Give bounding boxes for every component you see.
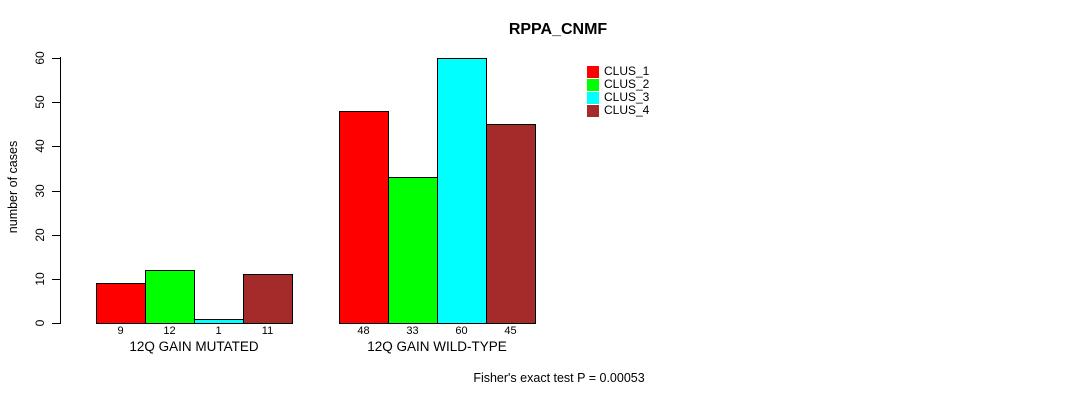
legend-item-clus_2: CLUS_2 <box>587 78 649 91</box>
legend-swatch-icon <box>587 104 599 117</box>
fisher-test-annotation: Fisher's exact test P = 0.00053 <box>473 371 645 385</box>
y-tick-mark <box>52 279 60 280</box>
bar-value-label: 33 <box>406 325 419 337</box>
bar-clus_1-group1 <box>96 283 146 324</box>
legend-label: CLUS_3 <box>604 90 650 104</box>
y-tick-label: 10 <box>33 272 47 286</box>
legend-label: CLUS_1 <box>604 64 650 78</box>
bar-value-label: 9 <box>117 325 124 337</box>
legend-swatch-icon <box>587 65 599 78</box>
legend: CLUS_1 CLUS_2 CLUS_3 CLUS_4 <box>587 65 649 117</box>
legend-item-clus_4: CLUS_4 <box>587 104 649 117</box>
bar-clus_4-group2 <box>486 124 536 324</box>
y-tick-label: 0 <box>33 319 47 327</box>
bar-clus_2-group2 <box>388 177 438 324</box>
y-tick-mark <box>52 235 60 236</box>
bar-clus_2-group1 <box>145 270 195 324</box>
y-tick-mark <box>52 323 60 324</box>
bar-value-label: 60 <box>455 325 468 337</box>
bar-value-label: 45 <box>504 325 517 337</box>
y-tick-mark <box>52 146 60 147</box>
bar-clus_1-group2 <box>339 111 389 324</box>
bar-clus_4-group1 <box>243 274 293 324</box>
bar-clus_3-group2 <box>437 58 487 324</box>
y-tick-mark <box>52 191 60 192</box>
legend-label: CLUS_2 <box>604 77 650 91</box>
y-tick-label: 60 <box>33 51 47 65</box>
bar-value-label: 11 <box>261 325 274 337</box>
y-axis-title: number of cases <box>6 140 20 234</box>
y-tick-mark <box>52 58 60 59</box>
chart-title: RPPA_CNMF <box>508 21 608 38</box>
legend-swatch-icon <box>587 91 599 104</box>
legend-label: CLUS_4 <box>604 103 650 117</box>
bar-value-label: 1 <box>215 325 222 337</box>
y-tick-label: 40 <box>33 139 47 153</box>
bar-value-label: 48 <box>357 325 370 337</box>
legend-item-clus_1: CLUS_1 <box>587 65 649 78</box>
bar-value-label: 12 <box>163 325 176 337</box>
category-label: 12Q GAIN MUTATED <box>129 339 259 354</box>
y-tick-label: 30 <box>33 184 47 198</box>
y-axis-line <box>60 57 61 324</box>
legend-item-clus_3: CLUS_3 <box>587 91 649 104</box>
y-tick-label: 50 <box>33 95 47 109</box>
legend-swatch-icon <box>587 78 599 91</box>
y-tick-label: 20 <box>33 228 47 242</box>
category-label: 12Q GAIN WILD-TYPE <box>367 339 507 354</box>
y-tick-mark <box>52 102 60 103</box>
bar-clus_3-group1 <box>194 319 244 324</box>
